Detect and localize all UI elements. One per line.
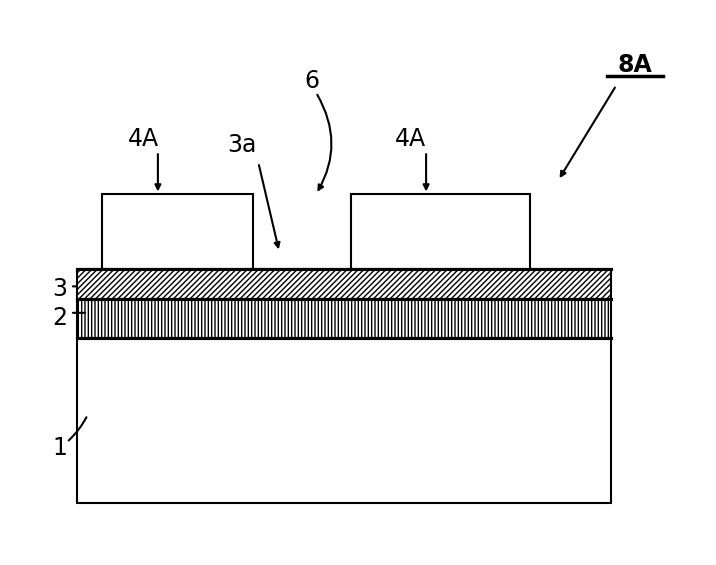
Text: 8A: 8A	[618, 53, 653, 77]
Bar	[77, 338, 611, 503]
Text: 6: 6	[305, 69, 320, 93]
Text: 1: 1	[52, 436, 67, 460]
Text: 4A: 4A	[128, 127, 160, 151]
Text: 4A: 4A	[395, 127, 426, 151]
Text: 3a: 3a	[228, 133, 257, 157]
Bar	[102, 194, 253, 269]
Bar	[77, 269, 611, 299]
Bar	[77, 299, 611, 338]
Bar	[351, 194, 530, 269]
Text: 3: 3	[52, 277, 67, 301]
Text: 2: 2	[52, 306, 67, 331]
